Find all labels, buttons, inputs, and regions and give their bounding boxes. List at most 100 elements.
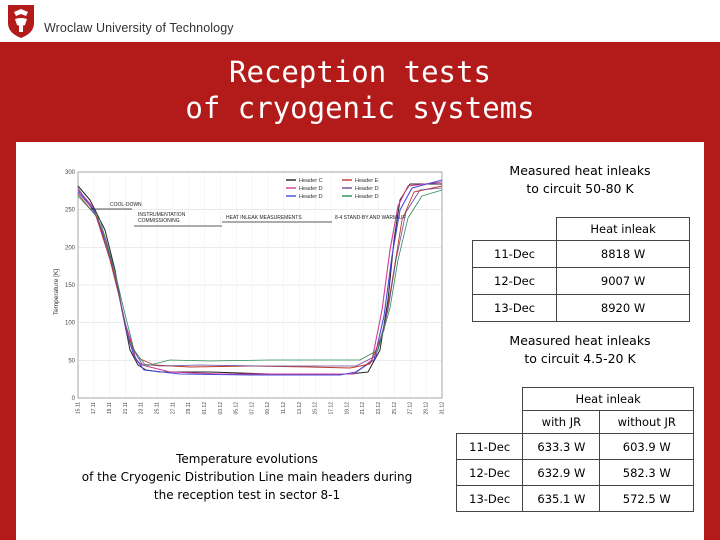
legend-label: Header C [299, 178, 323, 184]
y-tick-label: 200 [65, 245, 76, 251]
x-tick-label: 25.11 [154, 402, 160, 414]
y-tick-labels: 300 250 200 150 100 50 0 [65, 170, 76, 402]
column-header-without-jr: without JR [599, 410, 694, 434]
heat-inleak-table-50-80k: Heat inleak 11-Dec 8818 W 12-Dec 9007 W … [471, 217, 690, 322]
x-tick-label: 21.12 [360, 402, 366, 415]
value-cell: 635.1 W [522, 485, 601, 512]
phase-labels: COOL-DOWN INSTRUMENTATION COMMISSIONING … [90, 202, 406, 227]
table1-title: Measured heat inleaks to circuit 50-80 K [470, 162, 690, 198]
column-header: Heat inleak [556, 217, 690, 241]
x-tick-label: 01.12 [202, 402, 208, 415]
x-tick-label: 23.12 [376, 402, 382, 415]
x-tick-label: 27.11 [170, 402, 176, 414]
table1-title-line: to circuit 50-80 K [526, 181, 634, 196]
temperature-curves [77, 179, 443, 376]
caption-line: Temperature evolutions [176, 452, 318, 466]
x-tick-label: 15.11 [75, 402, 81, 414]
y-tick-label: 300 [65, 170, 76, 176]
x-tick-label: 09.12 [265, 402, 271, 415]
legend-label: Header D [299, 194, 323, 200]
legend-label: Header D [299, 186, 323, 192]
table-subheader-row: with JR without JR [457, 410, 694, 434]
table2-title-line: Measured heat inleaks [509, 333, 651, 348]
value-cell: 9007 W [556, 267, 690, 295]
y-tick-label: 100 [65, 321, 76, 327]
table1-title-line: Measured heat inleaks [509, 163, 651, 178]
phase-label-measurements: HEAT INLEAK MEASUREMENTS [226, 215, 302, 221]
x-tick-label: 05.12 [234, 402, 240, 415]
column-group-header: Heat inleak [522, 387, 694, 411]
title-line: of cryogenic systems [185, 91, 535, 125]
university-name: Wroclaw University of Technology [44, 21, 234, 35]
heat-inleak-table-4-20k: Heat inleak with JR without JR 11-Dec 63… [455, 387, 694, 512]
legend-label: Header D [355, 194, 379, 200]
x-tick-label: 17.12 [329, 402, 335, 415]
x-tick-label: 17.11 [91, 402, 97, 414]
table-row: 13-Dec 635.1 W 572.5 W [455, 485, 694, 512]
x-tick-label: 29.12 [424, 402, 430, 415]
date-cell: 11-Dec [455, 433, 524, 460]
slide-title: Reception tests of cryogenic systems [0, 54, 720, 126]
date-cell: 13-Dec [471, 294, 558, 322]
x-tick-label: 21.11 [123, 402, 129, 414]
x-tick-label: 11.12 [281, 402, 287, 414]
phase-label-commissioning: INSTRUMENTATION COMMISSIONING [138, 212, 187, 224]
phase-label-cooldown: COOL-DOWN [110, 202, 142, 208]
x-tick-label: 13.12 [297, 402, 303, 415]
phase-label-part: COMMISSIONING [138, 218, 180, 224]
temperature-chart: Temperature [K] 300 250 200 150 100 50 0 15.11… [50, 160, 460, 420]
x-tick-label: 29.11 [186, 402, 192, 414]
table-row: 11-Dec 8818 W [471, 240, 690, 268]
value-cell: 603.9 W [599, 433, 694, 460]
phase-label-standby: 8-4 STAND-BY AND WARM-UP [335, 215, 406, 221]
table-row: 12-Dec 632.9 W 582.3 W [455, 459, 694, 486]
university-logo-icon [8, 5, 34, 38]
chart-legend: Header C Header D Header D Header E Header D… [286, 178, 379, 200]
legend-label: Header E [355, 178, 379, 184]
x-tick-label: 19.12 [344, 402, 350, 415]
date-cell: 11-Dec [471, 240, 558, 268]
curve-header-g [77, 189, 443, 367]
value-cell: 8920 W [556, 294, 690, 322]
x-tick-labels: 15.11 17.11 19.11 21.11 23.11 25.11 27.11 29.11… [75, 402, 445, 415]
plot-frame [77, 171, 443, 399]
table-row: 13-Dec 8920 W [471, 294, 690, 322]
date-cell: 12-Dec [455, 459, 524, 486]
y-tick-label: 50 [68, 358, 75, 364]
table-header-row: Heat inleak [457, 387, 694, 411]
right-accent-bar [704, 142, 720, 540]
caption-line: of the Cryogenic Distribution Line main … [81, 470, 413, 484]
top-bar: Wroclaw University of Technology [0, 0, 720, 42]
left-accent-bar [0, 142, 16, 540]
y-tick-label: 250 [65, 208, 76, 214]
value-cell: 633.3 W [522, 433, 601, 460]
column-header-with-jr: with JR [522, 410, 601, 434]
x-tick-label: 07.12 [249, 402, 255, 415]
curve-header-f [77, 187, 443, 367]
table-corner-cell [457, 388, 523, 411]
title-line: Reception tests [229, 55, 491, 89]
phase-label-part: INSTRUMENTATION [138, 212, 186, 218]
date-cell: 12-Dec [471, 267, 558, 295]
table2-title: Measured heat inleaks to circuit 4.5-20 … [470, 332, 690, 368]
table-corner-cell [457, 411, 523, 434]
chart-caption: Temperature evolutions of the Cryogenic … [62, 450, 432, 504]
date-cell: 13-Dec [455, 485, 524, 512]
caption-line: the reception test in sector 8-1 [153, 488, 341, 502]
value-cell: 632.9 W [522, 459, 601, 486]
table2-title-line: to circuit 4.5-20 K [524, 351, 636, 366]
title-banner: Reception tests of cryogenic systems [0, 42, 720, 142]
chart-grid [77, 171, 443, 399]
value-cell: 572.5 W [599, 485, 694, 512]
table-row: 12-Dec 9007 W [471, 267, 690, 295]
x-tick-label: 15.12 [313, 402, 319, 415]
x-tick-label: 23.11 [139, 402, 145, 414]
table-corner-cell [473, 218, 557, 241]
value-cell: 582.3 W [599, 459, 694, 486]
y-tick-label: 150 [65, 283, 76, 289]
y-axis-label: Temperature [K] [53, 269, 60, 315]
value-cell: 8818 W [556, 240, 690, 268]
x-tick-label: 31.12 [439, 402, 445, 415]
table-header-row: Heat inleak [473, 217, 690, 241]
x-tick-label: 27.12 [408, 402, 414, 415]
